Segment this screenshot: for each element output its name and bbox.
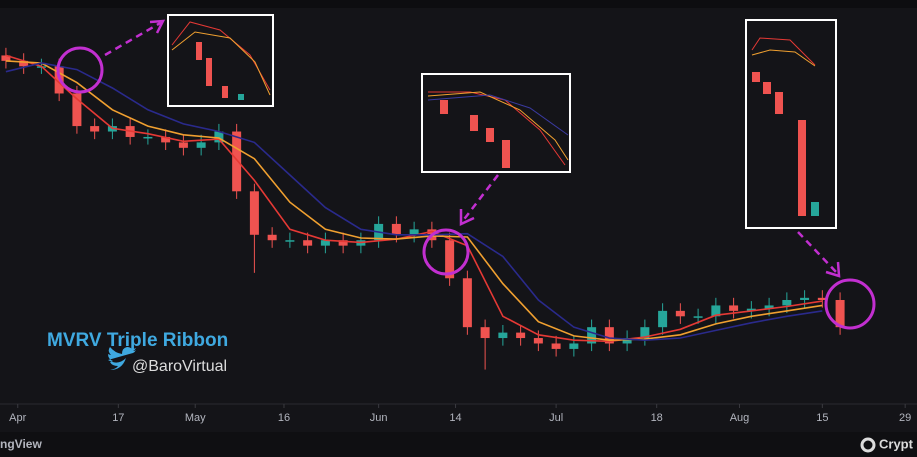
candle-body <box>604 327 614 344</box>
logo <box>860 437 876 453</box>
candle-body <box>143 136 153 139</box>
candle-body <box>516 332 526 339</box>
inset-candle <box>752 72 760 82</box>
watermark: Crypt <box>879 436 914 451</box>
x-tick-label: Jun <box>370 412 388 424</box>
arrow <box>461 174 499 223</box>
arrow-head <box>459 209 475 226</box>
watermark: ngView <box>0 437 42 451</box>
footer-strip <box>0 432 917 457</box>
x-tick-label: 14 <box>449 412 461 424</box>
x-tick-label: May <box>185 412 206 424</box>
candle-body <box>587 327 597 344</box>
highlight-circle <box>422 228 470 276</box>
candle-body <box>569 343 579 349</box>
candle-body <box>817 297 827 300</box>
candle-body <box>338 240 348 246</box>
candle-body <box>409 229 419 235</box>
candle-body <box>746 308 756 311</box>
insets <box>167 14 837 229</box>
candle-body <box>835 300 845 328</box>
x-tick-label: 17 <box>112 412 124 424</box>
top-strip <box>0 0 917 8</box>
candle-body <box>764 305 774 309</box>
candle-body <box>249 191 259 235</box>
inset-candle <box>502 140 510 168</box>
inset-candle <box>470 115 478 131</box>
twitter-icon <box>108 347 136 370</box>
highlight-circle <box>824 278 876 330</box>
inset-candle <box>206 58 212 86</box>
candle-body <box>800 297 810 300</box>
candle-body <box>480 327 490 339</box>
arrow <box>797 231 839 275</box>
inset-line <box>751 49 816 67</box>
candle-body <box>498 332 508 339</box>
plot-area <box>1 47 845 370</box>
candle-body <box>1 55 11 61</box>
candle-body <box>232 131 242 192</box>
subtitle: @BaroVirtual <box>132 358 227 375</box>
zoom-box <box>745 19 837 229</box>
candle-body <box>462 278 472 328</box>
x-tick-label: 15 <box>816 412 828 424</box>
candle-body <box>19 60 29 67</box>
x-tick-label: 29 <box>899 412 911 424</box>
candle-body <box>214 131 224 143</box>
inset-candle <box>811 202 819 216</box>
ribbon-line <box>5 62 823 342</box>
x-tick-label: Aug <box>730 412 750 424</box>
x-tick-label: 16 <box>278 412 290 424</box>
candle-body <box>658 310 668 328</box>
arrow <box>104 20 163 57</box>
candle-body <box>622 338 632 344</box>
candle-body <box>285 240 295 242</box>
candle-body <box>90 126 100 132</box>
candle-body <box>161 136 171 143</box>
inset-candle <box>238 94 244 100</box>
zoom-box <box>167 14 274 107</box>
inset-candle <box>486 128 494 142</box>
candle-body <box>711 305 721 317</box>
inset-candle <box>440 100 448 114</box>
x-tick-label: 18 <box>651 412 663 424</box>
x-tick-label: Jul <box>549 412 563 424</box>
candle-body <box>445 240 455 279</box>
candle-body <box>303 240 313 246</box>
highlight-circle <box>56 46 104 94</box>
candle-body <box>72 93 82 127</box>
inset-candle <box>222 86 228 98</box>
candle-body <box>178 142 188 148</box>
candle-body <box>391 223 401 235</box>
candle-body <box>551 343 561 349</box>
candle-body <box>782 300 792 306</box>
inset-line <box>427 91 569 161</box>
arrow-head <box>825 261 841 278</box>
ribbon-line <box>5 60 823 342</box>
candle-body <box>640 327 650 339</box>
candle-body <box>196 142 206 148</box>
inset-line <box>751 37 816 66</box>
inset-candle <box>798 120 806 216</box>
arrow-head <box>149 19 166 34</box>
x-tick-label: Apr <box>9 412 26 424</box>
highlights <box>56 19 876 330</box>
candle-body <box>693 316 703 318</box>
inset-candle <box>763 82 771 94</box>
inset-candle <box>775 92 783 114</box>
candle-body <box>729 305 739 311</box>
zoom-box <box>421 73 571 173</box>
candle-body <box>675 310 685 317</box>
candle-body <box>533 338 543 344</box>
inset-line <box>171 31 271 96</box>
chart-title: MVRV Triple Ribbon <box>47 330 228 351</box>
inset-candle <box>196 42 202 60</box>
candle-body <box>320 240 330 246</box>
inset-line <box>427 94 569 136</box>
candle-body <box>267 234 277 241</box>
